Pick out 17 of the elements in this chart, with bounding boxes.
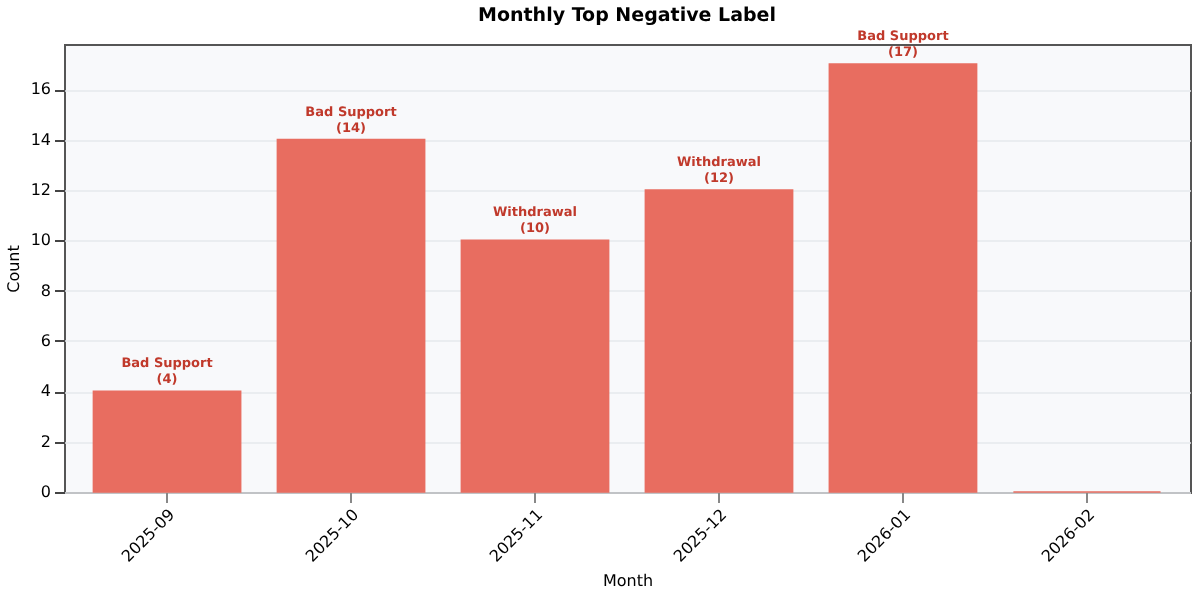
chart-title: Monthly Top Negative Label <box>478 5 776 28</box>
y-axis-title: Count <box>4 245 23 293</box>
y-tick-label: 12 <box>30 180 51 199</box>
y-tick-label: 14 <box>30 130 51 149</box>
y-tick-label: 0 <box>40 483 51 501</box>
bar <box>828 63 978 493</box>
y-tick-label: 4 <box>40 382 51 401</box>
bar <box>92 390 242 493</box>
y-tick-label: 16 <box>30 80 51 99</box>
y-tick-label: 6 <box>40 331 51 350</box>
bar <box>460 239 610 493</box>
x-axis-title: Month <box>602 571 654 590</box>
bar <box>644 189 794 493</box>
bar <box>276 138 426 493</box>
y-tick-label: 8 <box>40 281 51 300</box>
y-tick-label: 2 <box>40 432 51 451</box>
y-tick-label: 10 <box>30 231 51 250</box>
